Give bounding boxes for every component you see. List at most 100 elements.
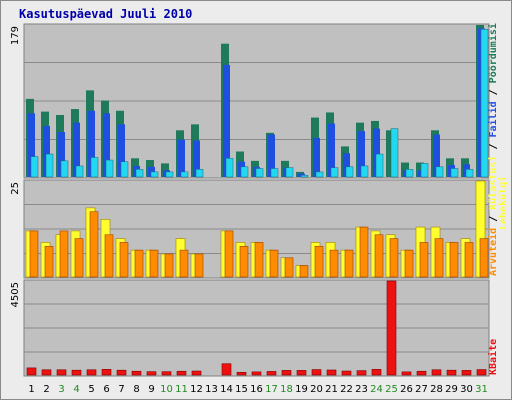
x-tick-day-17: 17 — [265, 384, 278, 395]
bar-hits-day-12 — [195, 169, 204, 178]
x-tick-day-5: 5 — [88, 384, 94, 395]
x-tick-day-2: 2 — [43, 384, 49, 395]
x-tick-day-6: 6 — [103, 384, 109, 395]
bar-bandwidth-day-11 — [176, 370, 187, 376]
bar-hits-day-28 — [435, 166, 444, 178]
bar-bandwidth-day-27 — [416, 370, 427, 376]
bar-hosts-day-24 — [374, 234, 384, 278]
bar-visits-day-26 — [401, 162, 409, 177]
bar-bandwidth-day-8 — [131, 370, 142, 376]
bar-pages-day-2 — [43, 126, 50, 177]
bar-hosts-day-12 — [194, 253, 204, 278]
bar-hits-day-2 — [45, 153, 54, 178]
bar-bandwidth-day-22 — [341, 370, 352, 376]
bar-pages-day-14 — [223, 64, 230, 177]
x-tick-day-21: 21 — [325, 384, 338, 395]
bar-hits-day-17 — [270, 168, 279, 178]
bar-hits-day-31 — [480, 28, 489, 178]
bar-hosts-day-10 — [164, 253, 174, 278]
x-tick-day-13: 13 — [205, 384, 218, 395]
bar-pages-day-7 — [118, 124, 125, 177]
x-tick-day-18: 18 — [280, 384, 293, 395]
bar-bandwidth-day-16 — [251, 371, 262, 376]
bar-bandwidth-day-5 — [86, 369, 97, 376]
bar-hits-day-23 — [360, 165, 369, 178]
bar-pages-day-4 — [73, 122, 80, 177]
bar-hits-day-26 — [405, 169, 414, 178]
bar-pages-day-28 — [433, 134, 440, 177]
bar-bandwidth-day-10 — [161, 371, 172, 376]
x-tick-day-28: 28 — [430, 384, 443, 395]
x-tick-day-25: 25 — [385, 384, 398, 395]
bar-hosts-day-21 — [329, 249, 339, 278]
bar-hits-day-14 — [225, 158, 234, 178]
x-tick-day-30: 30 — [460, 384, 473, 395]
legend-failid: Failid — [487, 101, 499, 137]
bar-bandwidth-day-21 — [326, 369, 337, 376]
x-tick-day-12: 12 — [190, 384, 203, 395]
bar-bandwidth-day-25 — [386, 280, 397, 376]
bar-hits-day-18 — [285, 167, 294, 178]
bar-hosts-day-31 — [479, 238, 489, 278]
bar-bandwidth-day-3 — [56, 369, 67, 376]
bar-bandwidth-day-20 — [311, 369, 322, 376]
x-tick-day-22: 22 — [340, 384, 353, 395]
bar-bandwidth-day-26 — [401, 371, 412, 376]
bar-hits-day-5 — [90, 157, 99, 178]
bar-hits-day-10 — [165, 171, 174, 178]
x-tick-day-9: 9 — [148, 384, 154, 395]
bar-hosts-day-25 — [389, 238, 399, 278]
bar-hits-day-11 — [180, 171, 189, 178]
bar-bandwidth-day-4 — [71, 369, 82, 376]
bar-bandwidth-day-15 — [236, 371, 247, 376]
bar-pages-day-22 — [343, 153, 350, 177]
bar-hits-day-7 — [120, 161, 129, 178]
x-tick-day-24: 24 — [370, 384, 383, 395]
bar-pages-day-21 — [328, 123, 335, 177]
bar-bandwidth-day-14 — [221, 363, 232, 376]
legend-lehekulgi: Lehekülgi — [497, 176, 509, 230]
bar-hosts-day-8 — [134, 249, 144, 278]
bar-bandwidth-day-9 — [146, 371, 157, 376]
bar-bandwidth-day-30 — [461, 370, 472, 376]
bar-pages-day-20 — [313, 137, 320, 177]
bar-pages-day-3 — [58, 131, 65, 177]
bar-bandwidth-day-19 — [296, 370, 307, 376]
bar-hosts-day-4 — [74, 238, 84, 278]
x-tick-day-8: 8 — [133, 384, 139, 395]
bar-visits-day-27 — [416, 162, 424, 177]
chart-title: Kasutuspäevad Juuli 2010 — [19, 7, 193, 21]
bar-hosts-day-28 — [434, 238, 444, 278]
bar-pages-day-11 — [178, 139, 185, 177]
bar-bandwidth-day-2 — [41, 369, 52, 376]
bar-hosts-day-26 — [404, 249, 414, 278]
bar-hosts-day-19 — [299, 265, 309, 278]
x-tick-day-19: 19 — [295, 384, 308, 395]
bar-pages-day-24 — [373, 128, 380, 177]
bar-hits-day-19 — [300, 175, 309, 178]
bar-bandwidth-day-29 — [446, 369, 457, 376]
legend-sep-2: / — [488, 138, 499, 156]
bar-pages-day-6 — [103, 113, 110, 177]
bar-bandwidth-day-28 — [431, 369, 442, 376]
x-tick-day-20: 20 — [310, 384, 323, 395]
bar-hits-day-4 — [75, 165, 84, 178]
bar-hosts-day-3 — [59, 230, 69, 278]
legend-kulastusi: Külastusi — [487, 156, 499, 210]
bar-hosts-day-18 — [284, 257, 294, 278]
legend-sep-3: / — [488, 83, 499, 101]
side-legend-upper: Arvuteid / Külastusi / Failid / Pöördumi… — [487, 23, 499, 276]
bar-hosts-day-9 — [149, 249, 159, 278]
bar-hits-day-8 — [135, 169, 144, 178]
x-tick-day-27: 27 — [415, 384, 428, 395]
bar-pages-day-23 — [358, 131, 365, 177]
bar-bandwidth-day-17 — [266, 371, 277, 376]
bar-hosts-day-5 — [89, 211, 99, 278]
x-tick-day-31: 31 — [475, 384, 488, 395]
bar-pages-day-17 — [268, 134, 275, 177]
x-tick-day-14: 14 — [220, 384, 233, 395]
legend-poordumisi: Pöördumisi — [487, 23, 499, 83]
bar-hits-day-6 — [105, 159, 114, 178]
legend-kbaite: KBaite — [487, 339, 499, 375]
